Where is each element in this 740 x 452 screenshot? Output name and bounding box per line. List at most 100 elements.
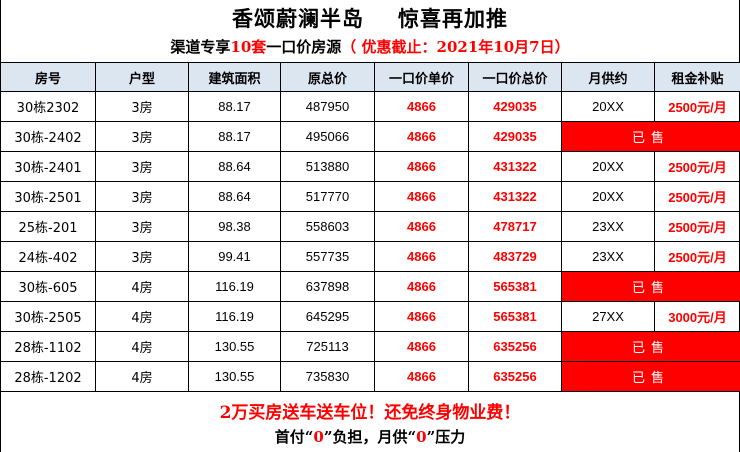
cell-original-price: 735830: [280, 361, 375, 392]
table-row: 24栋-402 3房 99.41 557735 4866 483729 23XX 2500元/…: [0, 241, 740, 272]
cell-area: 88.64: [188, 151, 281, 182]
payment-text-a: 首付“: [274, 428, 314, 446]
listing-table: 房号 户型 建筑面积 原总价 一口价单价 一口价总价 月供约 租金补贴 30栋2302 3房 88…: [0, 62, 740, 392]
cell-total-price: 431322: [468, 181, 562, 212]
table-header-row: 房号 户型 建筑面积 原总价 一口价单价 一口价总价 月供约 租金补贴: [0, 62, 740, 92]
cell-room: 30栋-2402: [0, 121, 96, 152]
cell-total-price: 431322: [468, 151, 562, 182]
cell-room: 25栋-201: [0, 211, 96, 242]
cell-unit-price: 4866: [374, 331, 469, 362]
cell-total-price: 429035: [468, 91, 562, 122]
cell-monthly-payment: 27XX: [561, 301, 655, 332]
cell-unit-price: 4866: [374, 181, 469, 212]
cell-total-price: 429035: [468, 121, 562, 152]
cell-type: 3房: [95, 241, 189, 272]
cell-type: 4房: [95, 361, 189, 392]
cell-original-price: 637898: [280, 271, 375, 302]
cell-room: 30栋2302: [0, 91, 96, 122]
cell-monthly-payment: 23XX: [561, 241, 655, 272]
cell-unit-price: 4866: [374, 91, 469, 122]
cell-room: 28栋-1102: [0, 331, 96, 362]
payment-zero-down: 0: [313, 428, 324, 446]
table-row: 30栋-2402 3房 88.17 495066 4866 429035 已售: [0, 121, 740, 152]
cell-rent-subsidy: 2500元/月: [654, 181, 740, 212]
subtitle-prefix: 渠道专享: [170, 38, 231, 56]
table-row: 30栋2302 3房 88.17 487950 4866 429035 20XX 2500元/…: [0, 91, 740, 122]
cell-total-price: 565381: [468, 301, 562, 332]
cell-type: 3房: [95, 181, 189, 212]
column-header: 户型: [95, 62, 189, 92]
title-slogan: 惊喜再加推: [398, 6, 508, 31]
sold-badge: 已售: [561, 271, 740, 302]
cell-unit-price: 4866: [374, 361, 469, 392]
cell-type: 3房: [95, 211, 189, 242]
cell-room: 28栋-1202: [0, 361, 96, 392]
table-row: 28栋-1102 4房 130.55 725113 4866 635256 已售: [0, 331, 740, 362]
cell-total-price: 635256: [468, 331, 562, 362]
cell-original-price: 495066: [280, 121, 375, 152]
table-row: 30栋-2505 4房 116.19 645295 4866 565381 27XX 3000…: [0, 301, 740, 332]
cell-rent-subsidy: 2500元/月: [654, 211, 740, 242]
promo-amount: 2万: [219, 403, 249, 423]
cell-monthly-payment: 23XX: [561, 211, 655, 242]
cell-area: 99.41: [188, 241, 281, 272]
column-header: 月供约: [561, 62, 655, 92]
payment-text-b: ”负担，月供“: [323, 428, 417, 446]
table-body: 30栋2302 3房 88.17 487950 4866 429035 20XX 2500元/…: [0, 91, 740, 392]
cell-unit-price: 4866: [374, 211, 469, 242]
cell-unit-price: 4866: [374, 151, 469, 182]
subtitle-deadline: （ 优惠截止：2021年10月7日）: [341, 38, 570, 56]
cell-room: 30栋-2401: [0, 151, 96, 182]
cell-area: 98.38: [188, 211, 281, 242]
title-project-name: 香颂蔚澜半岛: [232, 6, 364, 31]
cell-area: 130.55: [188, 361, 281, 392]
cell-type: 3房: [95, 121, 189, 152]
cell-rent-subsidy: 2500元/月: [654, 151, 740, 182]
payment-zero-monthly: 0: [416, 428, 427, 446]
table-header: 房号 户型 建筑面积 原总价 一口价单价 一口价总价 月供约 租金补贴: [0, 62, 740, 92]
cell-unit-price: 4866: [374, 271, 469, 302]
cell-original-price: 557735: [280, 241, 375, 272]
table-row: 30栋-605 4房 116.19 637898 4866 565381 已售: [0, 271, 740, 302]
column-header: 房号: [0, 62, 96, 92]
cell-area: 116.19: [188, 301, 281, 332]
cell-original-price: 725113: [280, 331, 375, 362]
cell-room: 30栋-2505: [0, 301, 96, 332]
subtitle-middle: 一口价房源: [266, 38, 342, 56]
cell-area: 88.64: [188, 181, 281, 212]
subtitle-count: 10套: [230, 38, 267, 56]
cell-total-price: 565381: [468, 271, 562, 302]
sold-badge: 已售: [561, 331, 740, 362]
cell-rent-subsidy: 2500元/月: [654, 241, 740, 272]
cell-room: 24栋-402: [0, 241, 96, 272]
payment-line: 首付“0”负担，月供“0”压力: [0, 426, 740, 448]
page-title: 香颂蔚澜半岛 惊喜再加推: [0, 5, 740, 33]
cell-monthly-payment: 20XX: [561, 91, 655, 122]
table-row: 30栋-2501 3房 88.64 517770 4866 431322 20XX 2500元…: [0, 181, 740, 212]
cell-original-price: 645295: [280, 301, 375, 332]
cell-type: 4房: [95, 301, 189, 332]
cell-monthly-payment: 20XX: [561, 151, 655, 182]
cell-room: 30栋-605: [0, 271, 96, 302]
cell-area: 88.17: [188, 91, 281, 122]
promo-line: 2万买房送车送车位！还免终身物业费！: [0, 400, 740, 426]
cell-rent-subsidy: 3000元/月: [654, 301, 740, 332]
cell-unit-price: 4866: [374, 121, 469, 152]
cell-total-price: 635256: [468, 361, 562, 392]
cell-total-price: 483729: [468, 241, 562, 272]
cell-type: 4房: [95, 271, 189, 302]
table-row: 30栋-2401 3房 88.64 513880 4866 431322 20XX 2500元…: [0, 151, 740, 182]
cell-monthly-payment: 20XX: [561, 181, 655, 212]
cell-original-price: 513880: [280, 151, 375, 182]
column-header: 租金补贴: [654, 62, 740, 92]
table-row: 25栋-201 3房 98.38 558603 4866 478717 23XX 2500元/…: [0, 211, 740, 242]
cell-area: 130.55: [188, 331, 281, 362]
cell-room: 30栋-2501: [0, 181, 96, 212]
cell-original-price: 487950: [280, 91, 375, 122]
sold-badge: 已售: [561, 121, 740, 152]
page-subtitle: 渠道专享10套一口价房源（ 优惠截止：2021年10月7日）: [0, 36, 740, 58]
cell-original-price: 517770: [280, 181, 375, 212]
cell-type: 3房: [95, 91, 189, 122]
column-header: 一口价单价: [374, 62, 469, 92]
